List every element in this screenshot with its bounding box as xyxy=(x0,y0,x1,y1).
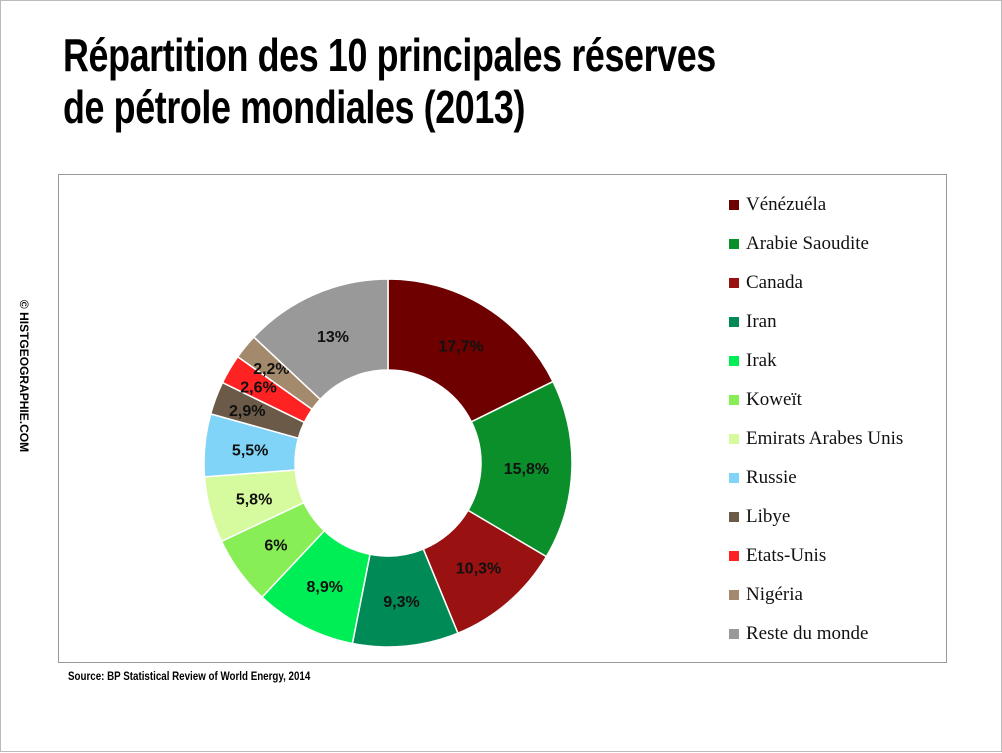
legend-swatch xyxy=(729,550,739,561)
legend-swatch xyxy=(729,277,739,288)
slice-v-n-zu-la xyxy=(387,278,554,423)
legend-item: Canada xyxy=(729,263,903,302)
legend-swatch xyxy=(729,511,739,522)
source-note: Source: BP Statistical Review of World E… xyxy=(68,671,311,683)
data-label: 15,8% xyxy=(504,461,549,478)
legend-label: Russie xyxy=(746,466,797,488)
legend-swatch xyxy=(729,433,739,444)
legend-label: Emirats Arabes Unis xyxy=(746,427,904,449)
legend-swatch xyxy=(729,238,739,249)
legend-item: Koweït xyxy=(729,380,903,419)
page-title: Répartition des 10 principales réserves … xyxy=(63,29,716,133)
legend-label: Irak xyxy=(746,349,777,371)
legend-swatch xyxy=(729,472,739,483)
legend-label: Koweït xyxy=(746,388,802,410)
legend-item: Libye xyxy=(729,497,903,536)
data-label: 10,3% xyxy=(456,561,501,578)
slice-reste-du-monde xyxy=(252,278,389,401)
legend-swatch xyxy=(729,355,739,366)
legend-label: Reste du monde xyxy=(746,622,869,644)
title-line-2: de pétrole mondiales (2013) xyxy=(63,81,526,133)
legend-swatch xyxy=(729,199,739,210)
data-label: 5,8% xyxy=(236,491,272,508)
legend-swatch xyxy=(729,316,739,327)
data-label: 17,7% xyxy=(438,338,483,355)
legend-item: Reste du monde xyxy=(729,614,903,653)
slice-arabie-saoudite xyxy=(467,380,573,558)
title-line-1: Répartition des 10 principales réserves xyxy=(63,29,716,81)
legend-swatch xyxy=(729,628,739,639)
data-label: 2,9% xyxy=(229,403,265,420)
data-label: 9,3% xyxy=(383,594,419,611)
data-label: 2,6% xyxy=(240,379,276,396)
chart-frame xyxy=(58,174,947,663)
legend-label: Etats-Unis xyxy=(746,544,827,566)
legend-swatch xyxy=(729,394,739,405)
data-label: 6% xyxy=(264,537,287,554)
legend-label: Vénézuéla xyxy=(746,193,827,215)
legend-item: Arabie Saoudite xyxy=(729,224,903,263)
legend: Vénézuéla Arabie Saoudite Canada Iran Irak Ko… xyxy=(729,185,903,653)
legend-label: Nigéria xyxy=(746,583,803,605)
legend-label: Arabie Saoudite xyxy=(746,232,869,254)
legend-label: Iran xyxy=(746,310,777,332)
data-label: 8,9% xyxy=(307,579,343,596)
data-label: 13% xyxy=(317,329,349,346)
legend-item: Irak xyxy=(729,341,903,380)
legend-item: Emirats Arabes Unis xyxy=(729,419,903,458)
data-label: 2,2% xyxy=(253,361,289,378)
legend-item: Iran xyxy=(729,302,903,341)
legend-item: Nigéria xyxy=(729,575,903,614)
legend-swatch xyxy=(729,589,739,600)
legend-label: Libye xyxy=(746,505,791,527)
legend-item: Russie xyxy=(729,458,903,497)
legend-item: Vénézuéla xyxy=(729,185,903,224)
legend-item: Etats-Unis xyxy=(729,536,903,575)
legend-label: Canada xyxy=(746,271,803,293)
data-label: 5,5% xyxy=(232,443,268,460)
